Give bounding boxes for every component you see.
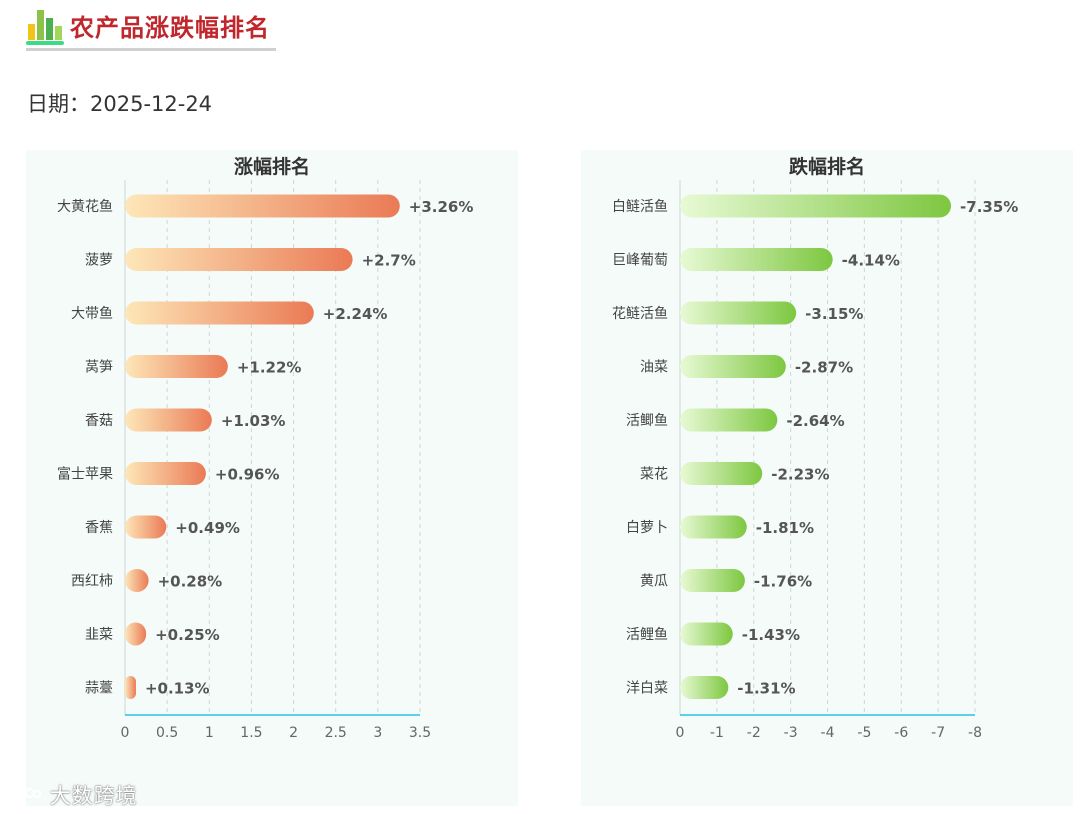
- rise-category-label: 大黄花鱼: [57, 198, 113, 215]
- fall-value-label: -3.15%: [805, 305, 863, 323]
- rise-value-label: +1.22%: [237, 359, 302, 377]
- rise-bar: [125, 408, 212, 432]
- fall-value-label: -1.81%: [756, 519, 814, 537]
- fall-bar: [680, 194, 952, 218]
- fall-category-label: 巨峰葡萄: [612, 253, 668, 269]
- rise-x-tick-label: 3: [373, 725, 382, 741]
- rise-category-label: 莴笋: [85, 359, 113, 376]
- fall-category-label: 油菜: [640, 360, 668, 376]
- watermark-logo-icon: [9, 788, 41, 805]
- fall-bar: [680, 462, 763, 485]
- rise-bar: [125, 248, 353, 271]
- rise-value-label: +2.7%: [362, 252, 416, 270]
- fall-value-label: -2.87%: [795, 359, 853, 377]
- fall-category-label: 活鲤鱼: [626, 626, 668, 643]
- fall-value-label: -4.14%: [842, 252, 900, 270]
- fall-ranking-panel: 跌幅排名 0 -1 -2 -3 -4 -5 -6 -7 -8 白鲢活鱼 -7.35% 巨峰葡萄 -4.14…: [581, 150, 1073, 806]
- rise-x-tick-label: 0: [121, 725, 130, 741]
- fall-category-label: 菜花: [640, 467, 668, 483]
- fall-value-label: -2.23%: [771, 466, 829, 484]
- rise-x-tick-label: 1: [205, 725, 214, 741]
- rise-category-label: 富士苹果: [57, 466, 113, 483]
- fall-bar: [680, 515, 747, 539]
- rise-ranking-panel: 涨幅排名 0 0.5 1 1.5 2 2.5 3 3.5 大黄花鱼 +3.26% 菠萝 +2.7% 大带鱼…: [26, 150, 518, 806]
- rise-category-label: 韭菜: [85, 627, 113, 643]
- page-title: 农产品涨跌幅排名: [70, 14, 270, 42]
- rise-category-label: 西红柿: [71, 573, 113, 590]
- fall-x-tick-label: -6: [894, 725, 908, 741]
- fall-value-label: -1.43%: [742, 626, 800, 644]
- rise-value-label: +0.49%: [175, 519, 240, 537]
- rise-x-tick-label: 2: [289, 725, 298, 741]
- fall-bar: [680, 622, 733, 646]
- rise-category-label: 大带鱼: [71, 305, 113, 322]
- fall-value-label: -1.76%: [754, 573, 812, 591]
- rise-bar: [125, 569, 149, 592]
- fall-ranking-chart: 跌幅排名 0 -1 -2 -3 -4 -5 -6 -7 -8 白鲢活鱼 -7.35% 巨峰葡萄 -4.14…: [612, 155, 1018, 741]
- fall-bar: [680, 408, 778, 432]
- watermark-text: 大数跨境: [49, 784, 138, 808]
- title-underline: [26, 48, 276, 51]
- rise-value-label: +2.24%: [323, 305, 388, 323]
- rise-bar: [125, 194, 400, 218]
- watermark: 大数跨境: [8, 780, 138, 810]
- fall-bar: [680, 676, 729, 699]
- fall-category-label: 洋白菜: [626, 681, 668, 697]
- rise-category-label: 香蕉: [85, 520, 113, 536]
- rise-category-label: 菠萝: [85, 253, 113, 269]
- rise-bar: [125, 676, 136, 699]
- fall-category-label: 花鲢活鱼: [612, 305, 668, 322]
- fall-x-tick-label: -1: [710, 725, 724, 741]
- fall-x-tick-label: 0: [676, 725, 685, 741]
- rise-value-label: +3.26%: [409, 198, 474, 216]
- rise-bar: [125, 622, 147, 646]
- rise-value-label: +0.13%: [145, 680, 210, 698]
- fall-x-tick-label: -7: [931, 725, 945, 741]
- rise-x-tick-label: 1.5: [240, 725, 262, 741]
- rise-value-label: +1.03%: [221, 412, 286, 430]
- rise-x-tick-label: 0.5: [156, 725, 178, 741]
- fall-category-label: 活鲫鱼: [626, 412, 668, 429]
- rise-category-label: 香菇: [85, 413, 113, 429]
- bar-chart-icon: [26, 10, 64, 45]
- fall-bar: [680, 301, 797, 325]
- fall-bar: [680, 569, 745, 592]
- rise-chart-title: 涨幅排名: [234, 155, 310, 178]
- fall-x-tick-label: -8: [968, 725, 982, 741]
- rise-bar: [125, 355, 228, 378]
- fall-x-tick-label: -4: [821, 725, 835, 741]
- fall-category-label: 黄瓜: [640, 573, 668, 590]
- fall-x-tick-label: -5: [857, 725, 871, 741]
- fall-bar: [680, 355, 786, 378]
- fall-category-label: 白鲢活鱼: [612, 198, 668, 215]
- fall-value-label: -1.31%: [737, 680, 795, 698]
- fall-chart-title: 跌幅排名: [789, 155, 865, 178]
- rise-bar: [125, 301, 314, 325]
- fall-value-label: -2.64%: [786, 412, 844, 430]
- fall-x-tick-label: -3: [784, 725, 798, 741]
- date-label: 日期：2025-12-24: [27, 92, 213, 116]
- fall-x-tick-label: -2: [747, 725, 761, 741]
- rise-category-label: 蒜薹: [85, 681, 113, 697]
- rise-ranking-chart: 涨幅排名 0 0.5 1 1.5 2 2.5 3 3.5 大黄花鱼 +3.26% 菠萝 +2.7% 大带鱼…: [57, 155, 474, 741]
- rise-bar: [125, 462, 206, 485]
- fall-value-label: -7.35%: [960, 198, 1018, 216]
- fall-bar: [680, 248, 833, 271]
- page-header: 农产品涨跌幅排名: [26, 4, 276, 51]
- rise-bar: [125, 515, 167, 539]
- rise-value-label: +0.28%: [158, 573, 223, 591]
- rise-value-label: +0.96%: [215, 466, 280, 484]
- rise-value-label: +0.25%: [155, 626, 220, 644]
- fall-category-label: 白萝卜: [626, 520, 668, 536]
- rise-x-tick-label: 2.5: [325, 725, 347, 741]
- rise-x-tick-label: 3.5: [409, 725, 431, 741]
